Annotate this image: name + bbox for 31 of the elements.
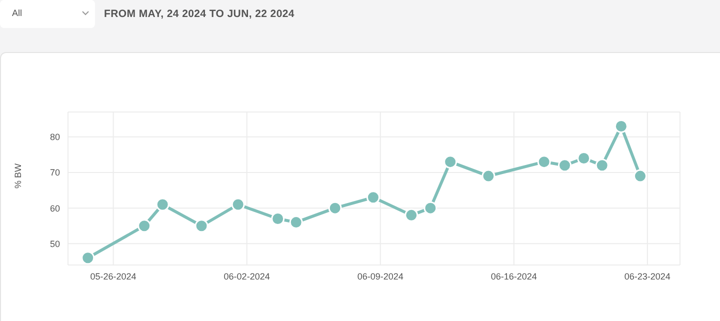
x-tick-label: 06-16-2024 [490,271,537,282]
point [537,155,551,169]
point [614,119,628,133]
y-axis-title: % BW [13,162,24,188]
point [404,208,418,222]
y-tick-label: 60 [50,203,60,214]
x-tick-label: 06-23-2024 [624,271,670,282]
point [424,201,438,215]
point [138,219,152,233]
x-tick-label: 06-02-2024 [224,271,270,282]
point [558,158,572,172]
point [81,251,95,265]
y-tick-label: 80 [50,132,60,142]
chart-title: FROM MAY, 24 2024 TO JUN, 22 2024 [104,8,294,20]
point [366,190,380,204]
point [271,212,285,226]
point [482,169,496,183]
x-tick-label: 05-26-2024 [90,271,136,282]
point [289,216,303,230]
point [577,152,591,166]
point [231,198,245,212]
point [156,198,170,212]
point [328,201,342,215]
y-tick-label: 70 [50,168,60,178]
point [444,155,458,169]
y-tick-label: 50 [50,238,60,249]
point [595,158,609,172]
x-tick-label: 06-09-2024 [357,271,404,282]
point [634,169,648,183]
text: All [12,8,22,18]
point [194,219,208,233]
